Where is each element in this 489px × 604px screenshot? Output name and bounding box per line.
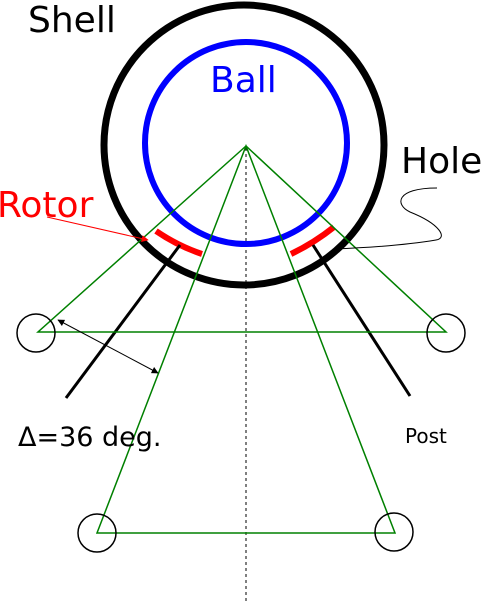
post-label: Post	[405, 424, 447, 448]
rotor-label: Rotor	[0, 185, 94, 226]
upper-triangle	[36, 144, 448, 333]
ball-circle	[142, 39, 350, 247]
vertex-circle-lower-left	[77, 513, 117, 553]
delta-label: Δ=36 deg.	[18, 422, 162, 453]
vertex-circle-upper-right	[426, 313, 466, 353]
shell-label: Shell	[28, 0, 116, 41]
rotor-pointer-arrow	[46, 216, 149, 243]
shell-circle	[100, 1, 388, 289]
ball-label: Ball	[210, 60, 277, 101]
post-left	[64, 244, 182, 399]
rotor-segment-right	[289, 224, 336, 257]
vertex-circle-lower-right	[374, 512, 414, 552]
hole-pointer-arrow	[332, 187, 442, 253]
rotor-segment-left	[154, 228, 203, 257]
lower-triangle	[95, 143, 397, 534]
delta-arrow	[57, 319, 159, 374]
hole-label: Hole	[401, 141, 482, 182]
post-right	[311, 244, 412, 397]
vertex-circle-upper-left	[16, 313, 56, 353]
